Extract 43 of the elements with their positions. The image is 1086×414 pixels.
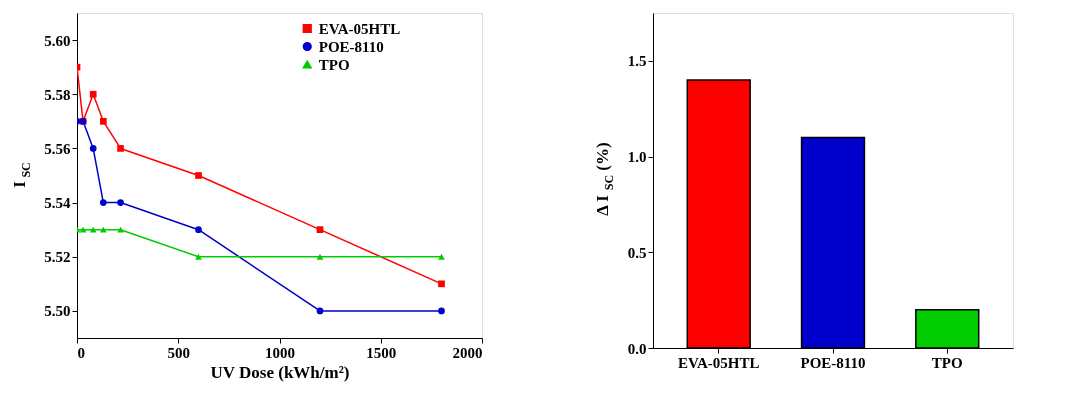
x-tick-label: TPO — [931, 354, 963, 371]
x-tick-label: 2000 — [452, 344, 483, 361]
x-tick-label: 1500 — [366, 344, 397, 361]
y-axis-title: Δ ISC (%) — [593, 142, 616, 216]
x-tick-label: 500 — [167, 344, 190, 361]
y-tick-label: 5.60 — [44, 32, 71, 49]
y-tick-label: 1.5 — [627, 53, 647, 70]
x-tick-label: POE-8110 — [800, 354, 866, 371]
point — [99, 199, 107, 206]
y-tick-label: 5.54 — [44, 195, 71, 212]
x-axis-title: UV Dose (kWh/m²) — [210, 362, 350, 382]
y-tick-label: 0.0 — [627, 340, 647, 357]
point — [316, 226, 324, 234]
point — [89, 145, 97, 152]
point — [438, 253, 445, 260]
point — [316, 253, 324, 260]
point — [316, 307, 324, 315]
point — [195, 172, 202, 179]
point — [195, 253, 202, 260]
point — [117, 226, 124, 233]
legend-label: POE-8110 — [318, 38, 384, 55]
x-tick-label: 0 — [77, 344, 85, 361]
y-tick-label: 0.5 — [627, 244, 647, 261]
legend-label: EVA-05HTL — [318, 20, 401, 37]
x-tick-label: EVA-05HTL — [678, 354, 760, 371]
y-axis-title: ISC — [10, 162, 33, 188]
point — [89, 226, 97, 233]
legend-label: TPO — [318, 56, 350, 73]
y-tick-label: 1.0 — [627, 149, 647, 166]
point — [438, 280, 445, 288]
point — [79, 226, 87, 233]
point — [99, 117, 107, 125]
point — [89, 90, 97, 98]
point — [195, 226, 202, 234]
point — [117, 199, 124, 206]
y-tick-label: 5.58 — [44, 86, 71, 103]
x-tick-label: 1000 — [265, 344, 295, 361]
point — [117, 145, 124, 152]
point — [438, 307, 445, 315]
point — [99, 226, 107, 233]
y-tick-label: 5.56 — [44, 140, 71, 157]
y-tick-label: 5.50 — [44, 303, 71, 320]
y-tick-label: 5.52 — [44, 249, 71, 266]
